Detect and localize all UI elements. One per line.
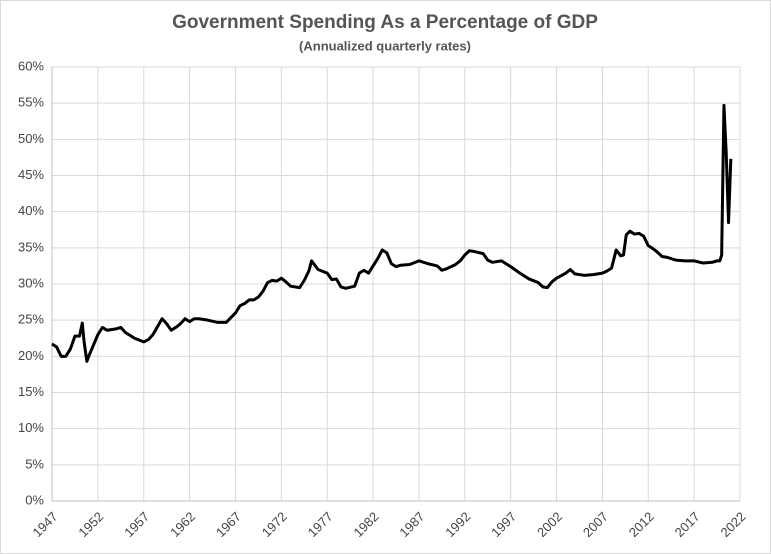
y-tick-label: 35% bbox=[18, 239, 44, 254]
y-tick-label: 60% bbox=[18, 58, 44, 73]
y-tick-label: 5% bbox=[25, 456, 44, 471]
y-tick-label: 30% bbox=[18, 275, 44, 290]
y-tick-label: 50% bbox=[18, 131, 44, 146]
y-tick-label: 0% bbox=[25, 492, 44, 507]
y-tick-label: 45% bbox=[18, 167, 44, 182]
chart-subtitle: (Annualized quarterly rates) bbox=[299, 38, 471, 53]
y-tick-label: 10% bbox=[18, 420, 44, 435]
data-line bbox=[51, 103, 733, 363]
y-tick-label: 40% bbox=[18, 203, 44, 218]
chart-title: Government Spending As a Percentage of G… bbox=[172, 12, 598, 33]
y-tick-label: 15% bbox=[18, 384, 44, 399]
y-tick-label: 25% bbox=[18, 312, 44, 327]
y-tick-label: 55% bbox=[18, 95, 44, 110]
y-tick-label: 20% bbox=[18, 348, 44, 363]
